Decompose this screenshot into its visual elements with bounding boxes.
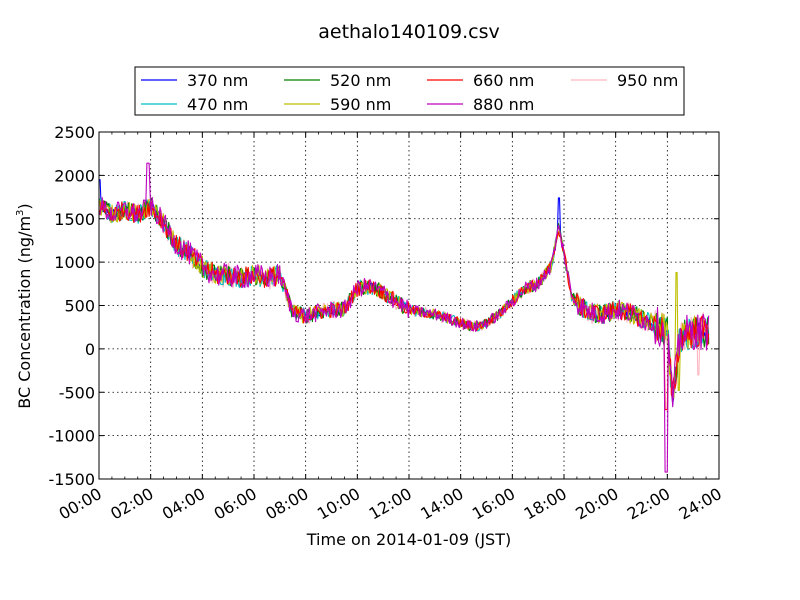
series-line-520-nm <box>98 197 710 393</box>
legend-box <box>134 66 685 116</box>
x-tick-labels: 00:00 02:00 04:00 06:00 08:00 10:00 12:00 14:00… <box>56 484 725 524</box>
series-line-590-nm <box>98 199 710 399</box>
series-lines <box>98 162 710 473</box>
y-tick-label: 500 <box>64 297 95 316</box>
y-tick-label: -1000 <box>49 427 96 446</box>
y-axis-label-superscript: 3 <box>15 210 26 216</box>
legend-label: 660 nm <box>473 71 534 90</box>
chart-title: aethalo140109.csv <box>318 21 500 43</box>
x-axis-label: Time on 2014-01-09 (JST) <box>306 530 511 549</box>
y-tick-label: 2500 <box>54 123 95 142</box>
series-line-880-nm <box>98 162 710 473</box>
x-tick-label: 00:00 <box>56 484 105 524</box>
y-tick-label: 0 <box>85 340 95 359</box>
y-tick-labels: 2500 2000 1500 1000 500 0 -500 -1000 -1500 <box>49 123 96 489</box>
y-axis-label-end: ) <box>15 203 34 209</box>
series-line-370-nm <box>99 179 710 406</box>
legend-label: 370 nm <box>187 71 248 90</box>
x-tick-label: 08:00 <box>262 484 311 524</box>
x-tick-label: 14:00 <box>417 484 466 524</box>
legend-label: 880 nm <box>473 95 534 114</box>
x-tick-label: 24:00 <box>676 484 725 524</box>
x-tick-label: 18:00 <box>521 484 570 524</box>
y-tick-label: 1000 <box>54 253 95 272</box>
y-tick-label: 2000 <box>54 166 95 185</box>
x-tick-label: 02:00 <box>107 484 156 524</box>
x-tick-label: 10:00 <box>314 484 363 524</box>
y-axis-label: BC Concentration (ng/m3) <box>15 203 34 408</box>
x-tick-label: 06:00 <box>211 484 260 524</box>
legend-label: 590 nm <box>330 95 391 114</box>
y-tick-label: 1500 <box>54 210 95 229</box>
ticks <box>98 131 720 480</box>
legend: 370 nm 470 nm 520 nm 590 nm 660 nm 880 nm 950 … <box>134 66 685 116</box>
x-tick-label: 16:00 <box>469 484 518 524</box>
x-tick-label: 20:00 <box>572 484 621 524</box>
legend-label: 950 nm <box>617 71 678 90</box>
y-tick-label: -500 <box>59 383 95 402</box>
legend-label: 470 nm <box>187 95 248 114</box>
x-tick-label: 12:00 <box>366 484 415 524</box>
legend-label: 520 nm <box>330 71 391 90</box>
y-tick-label: -1500 <box>49 470 96 489</box>
x-tick-label: 22:00 <box>624 484 673 524</box>
x-tick-label: 04:00 <box>159 484 208 524</box>
y-axis-label-main: BC Concentration (ng/m <box>15 216 34 409</box>
series-line-470-nm <box>98 198 710 401</box>
